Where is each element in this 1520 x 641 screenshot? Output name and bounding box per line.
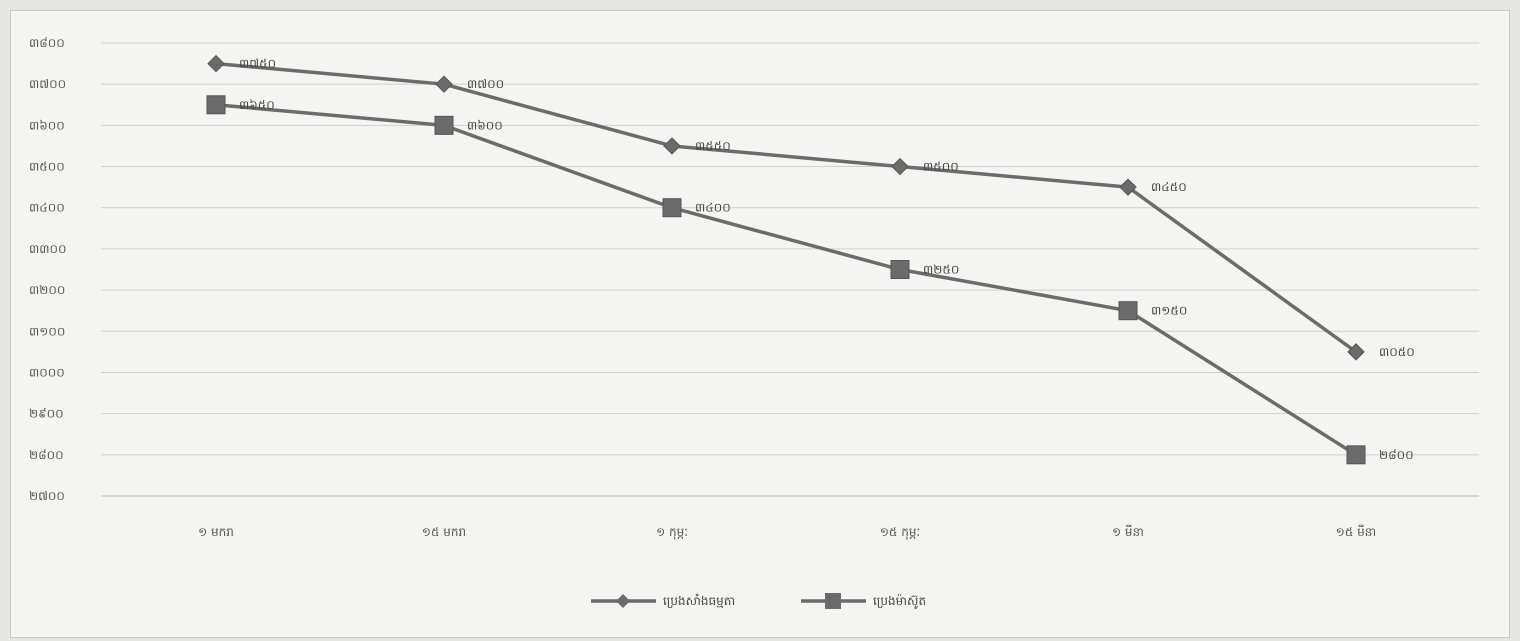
series-group xyxy=(206,54,1366,465)
y-tick-label: ២៩០០ xyxy=(29,407,64,421)
diamond-point xyxy=(207,54,225,73)
y-tick-label: ២៧០០ xyxy=(29,489,65,503)
chart-frame: ៣៨០០៣៧០០៣៦០០៣៥០០៣៤០០៣៣០០៣២០០៣១០០៣០០០២៩០០… xyxy=(10,10,1510,638)
data-label: ៣១៥០ xyxy=(1151,304,1187,318)
data-label: ៣៦៥០ xyxy=(239,98,275,112)
y-tick-label: ២៨០០ xyxy=(29,448,64,462)
diamond-point xyxy=(435,75,453,93)
grid-lines xyxy=(101,42,1479,497)
x-tick-label: ១៥ មីនា xyxy=(1336,524,1376,539)
square-point xyxy=(662,198,682,218)
y-tick-label: ៣០០០ xyxy=(29,365,65,379)
y-tick-label: ៣៨០០ xyxy=(29,36,65,50)
data-label: ៣៦០០ xyxy=(467,118,503,132)
x-tick-label: ១ កុម្ភៈ xyxy=(656,525,688,540)
x-axis-ticks: ១ មករា ១៥ មករា ១ កុម្ភៈ ១៥ កុម្ភៈ ១ មីនា ១៥ ម… xyxy=(198,524,1376,540)
y-axis-ticks: ៣៨០០៣៧០០៣៦០០៣៥០០៣៤០០៣៣០០៣២០០៣១០០៣០០០២៩០០… xyxy=(29,36,67,503)
legend-square-icon xyxy=(825,593,841,609)
data-label: ៣២៥០ xyxy=(923,263,959,277)
legend-label: ប្រេងសាំងធម្មតា xyxy=(663,593,735,608)
data-label: ៣៥០០ xyxy=(923,160,959,174)
legend: ប្រេងសាំងធម្មតា ប្រេងម៉ាស៊ូត xyxy=(591,593,926,609)
data-label: ៣៧០០ xyxy=(467,77,504,91)
diamond-point xyxy=(663,137,681,155)
data-label: ៣៤០០ xyxy=(695,201,731,215)
y-tick-label: ៣៧០០ xyxy=(29,77,66,91)
x-tick-label: ១ មីនា xyxy=(1112,524,1144,539)
y-tick-label: ៣៦០០ xyxy=(29,118,65,132)
square-point xyxy=(206,95,226,115)
x-tick-label: ១ មករា xyxy=(198,525,234,539)
data-label: ៣៤៥០ xyxy=(1151,180,1187,194)
square-point xyxy=(434,115,454,135)
square-point xyxy=(1346,445,1366,465)
y-tick-label: ៣៤០០ xyxy=(29,201,65,215)
diamond-point xyxy=(1347,343,1365,361)
y-tick-label: ៣២០០ xyxy=(29,283,65,297)
legend-label: ប្រេងម៉ាស៊ូត xyxy=(873,593,926,609)
series-line xyxy=(215,103,1357,457)
y-tick-label: ៣៣០០ xyxy=(29,242,67,256)
data-label: ៣៥៥០ xyxy=(695,139,731,153)
square-point xyxy=(1118,301,1138,321)
data-label: ៣៧៥០ xyxy=(239,57,276,71)
legend-diamond-icon xyxy=(616,594,630,608)
y-tick-label: ៣៥០០ xyxy=(29,160,65,174)
diamond-point xyxy=(891,157,909,176)
series-line xyxy=(215,61,1358,354)
y-tick-label: ៣១០០ xyxy=(29,324,65,338)
data-label: ៣០៥០ xyxy=(1379,345,1415,359)
square-point xyxy=(890,260,910,279)
x-tick-label: ១៥ មករា xyxy=(422,525,466,539)
diamond-point xyxy=(1119,178,1137,196)
line-chart: ៣៨០០៣៧០០៣៦០០៣៥០០៣៤០០៣៣០០៣២០០៣១០០៣០០០២៩០០… xyxy=(29,36,1479,609)
data-label: ២៨០០ xyxy=(1379,448,1414,462)
x-tick-label: ១៥ កុម្ភៈ xyxy=(880,525,920,540)
